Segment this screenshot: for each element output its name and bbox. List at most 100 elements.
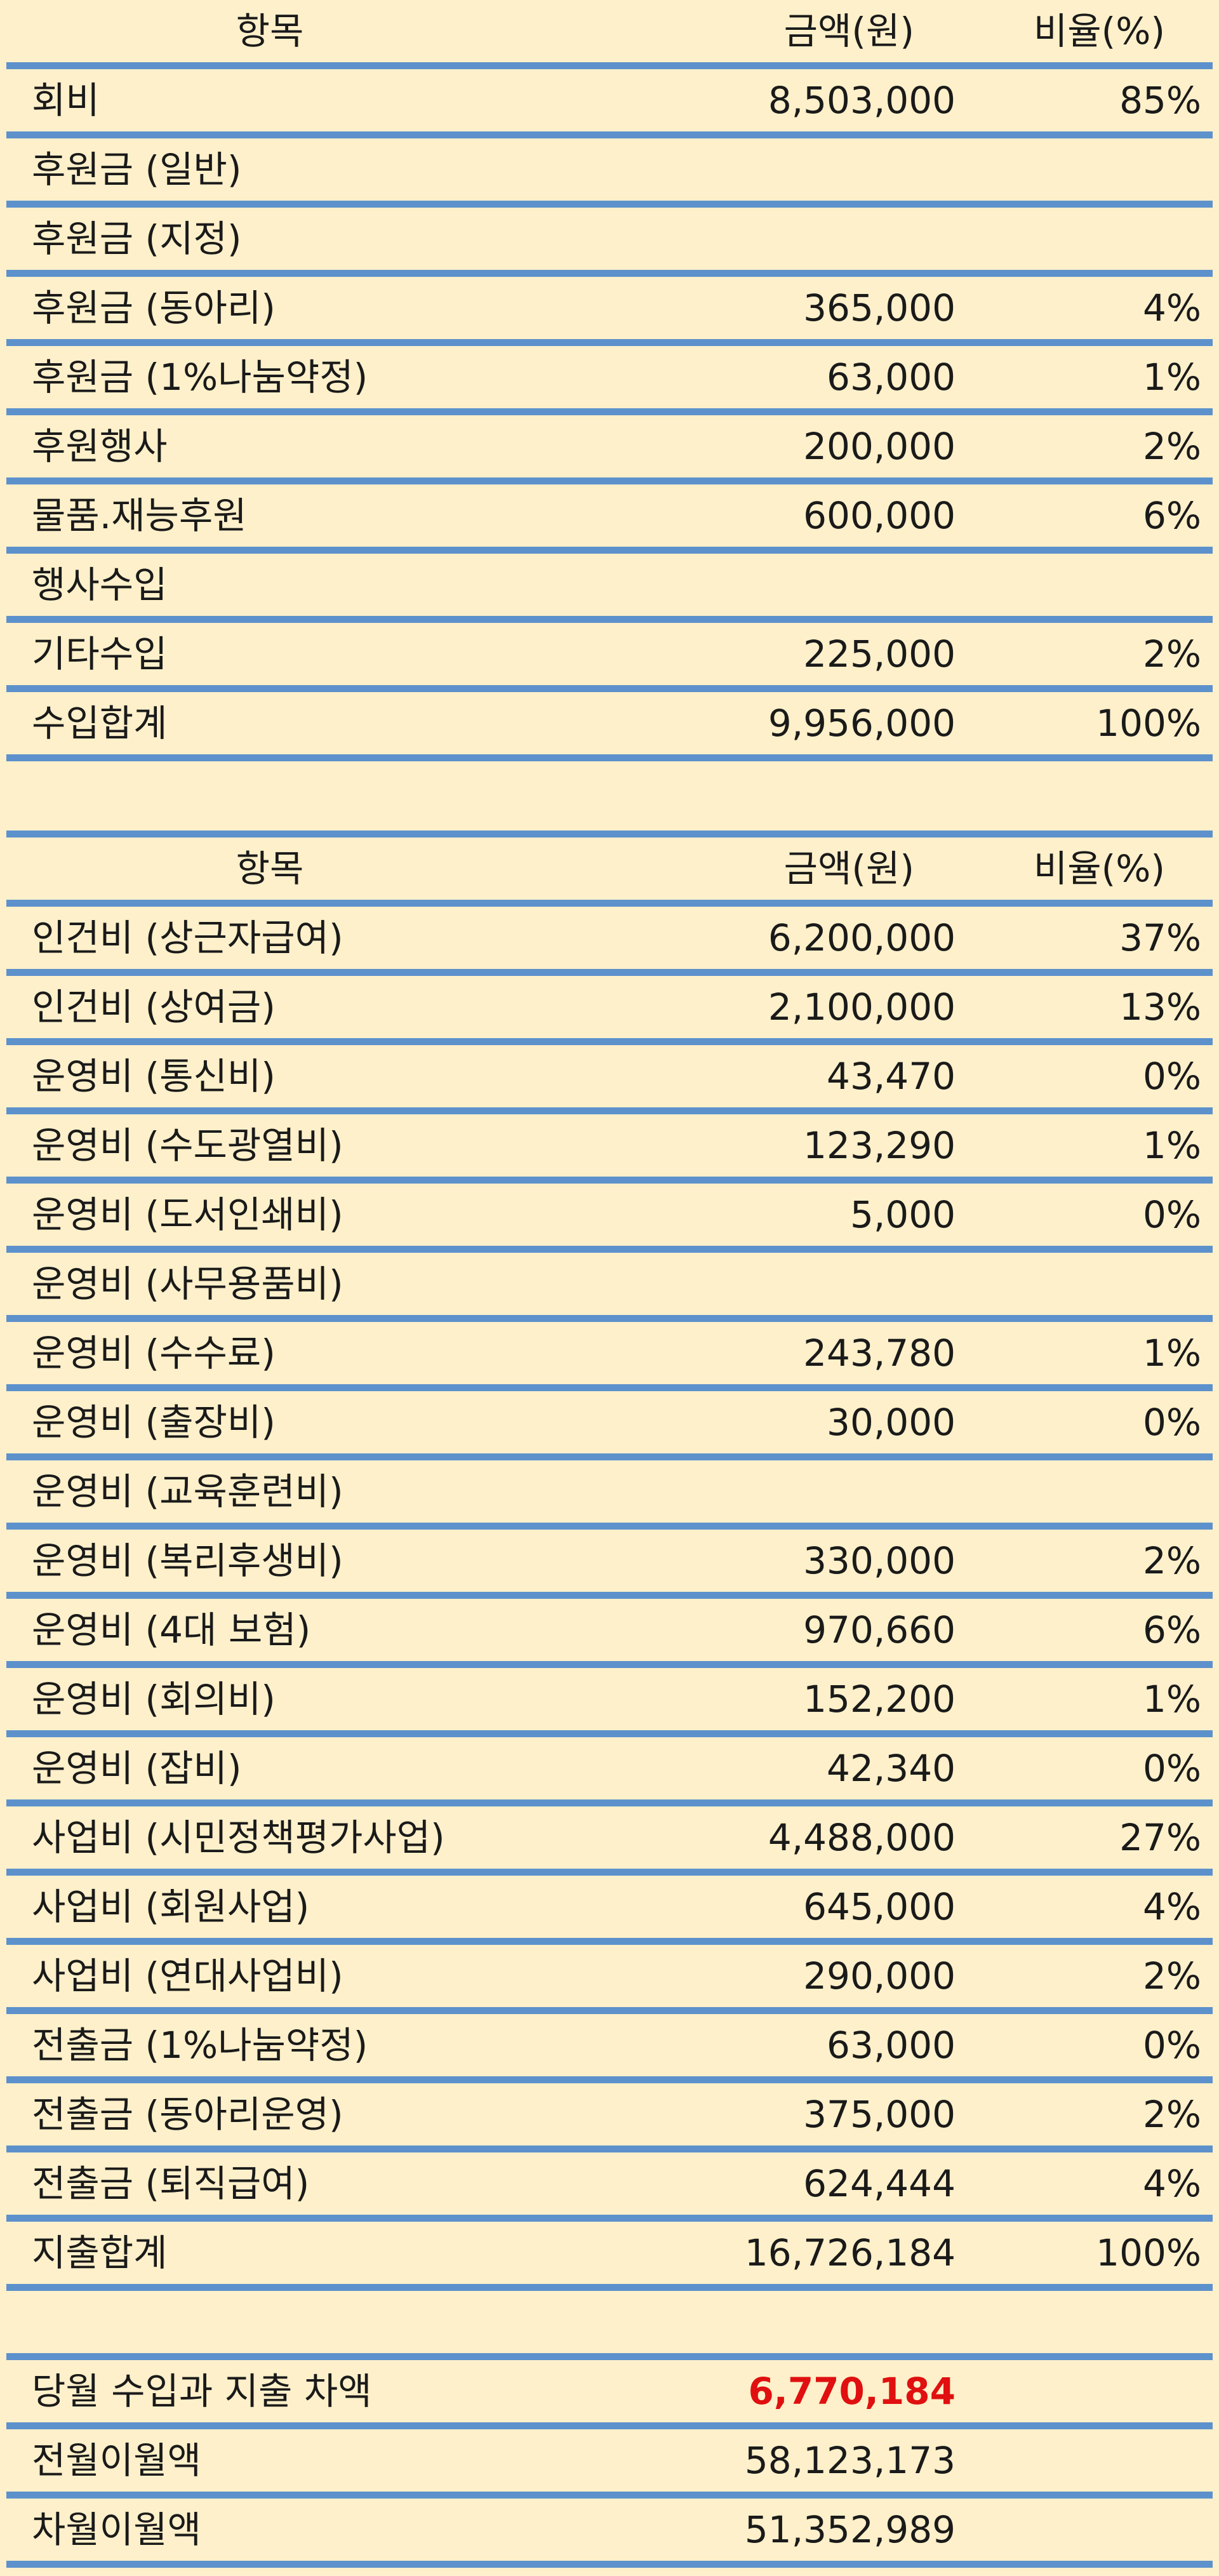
table-row: 운영비 (수수료) 243,780 1%: [6, 1322, 1213, 1391]
row-item: 전월이월액: [32, 2439, 201, 2482]
row-ratio: 2%: [1142, 425, 1201, 468]
row-ratio: 100%: [1096, 702, 1201, 745]
row-amount: 970,660: [803, 1608, 956, 1652]
header-amount: 금액(원): [783, 10, 914, 53]
row-ratio: 0%: [1142, 1193, 1201, 1236]
row-amount: 16,726,184: [744, 2231, 956, 2274]
row-amount: 30,000: [827, 1401, 956, 1444]
row-item: 운영비 (수도광열비): [32, 1124, 343, 1167]
table-row: 전출금 (1%나눔약정) 63,000 0%: [6, 2014, 1213, 2083]
row-amount: 243,780: [803, 1331, 956, 1375]
income-header-row: 항목 금액(원) 비율(%): [6, 0, 1213, 69]
row-amount: 123,290: [803, 1124, 956, 1167]
row-item: 후원금 (지정): [32, 217, 242, 260]
table-row: 행사수입: [6, 554, 1213, 623]
row-item: 운영비 (복리후생비): [32, 1539, 343, 1582]
row-item: 후원금 (일반): [32, 148, 242, 191]
table-row: 운영비 (교육훈련비): [6, 1460, 1213, 1530]
difference-amount: 6,770,184: [748, 2370, 956, 2413]
row-amount: 8,503,000: [768, 79, 956, 122]
table-row: 운영비 (사무용품비): [6, 1253, 1213, 1322]
summary-row-difference: 당월 수입과 지출 차액 6,770,184: [6, 2360, 1213, 2429]
row-item: 전출금 (동아리운영): [32, 2093, 343, 2136]
row-amount: 200,000: [803, 425, 956, 468]
table-row: 물품.재능후원 600,000 6%: [6, 484, 1213, 554]
row-amount: 5,000: [849, 1193, 956, 1236]
row-item: 운영비 (교육훈련비): [32, 1470, 343, 1513]
row-item: 운영비 (잡비): [32, 1747, 242, 1790]
section-divider: [6, 831, 1213, 838]
table-row: 인건비 (상여금) 2,100,000 13%: [6, 976, 1213, 1045]
row-item: 수입합계: [32, 702, 168, 745]
row-ratio: 37%: [1119, 916, 1201, 959]
row-item: 당월 수입과 지출 차액: [32, 2370, 372, 2413]
row-amount: 330,000: [803, 1539, 956, 1582]
row-amount: 152,200: [803, 1678, 956, 1721]
table-row: 운영비 (도서인쇄비) 5,000 0%: [6, 1184, 1213, 1253]
expense-header-row: 항목 금액(원) 비율(%): [6, 838, 1213, 907]
table-row: 운영비 (복리후생비) 330,000 2%: [6, 1530, 1213, 1599]
row-item: 운영비 (수수료): [32, 1331, 276, 1375]
row-ratio: 1%: [1142, 1678, 1201, 1721]
table-row: 운영비 (잡비) 42,340 0%: [6, 1737, 1213, 1806]
table-row: 후원금 (일반): [6, 138, 1213, 208]
row-item: 지출합계: [32, 2231, 168, 2274]
row-amount: 43,470: [827, 1055, 956, 1098]
row-item: 행사수입: [32, 563, 168, 606]
row-item: 물품.재능후원: [32, 494, 247, 537]
row-ratio: 2%: [1142, 1539, 1201, 1582]
row-amount: 2,100,000: [768, 985, 956, 1029]
expense-total-row: 지출합계 16,726,184 100%: [6, 2222, 1213, 2291]
row-amount: 6,200,000: [768, 916, 956, 959]
row-amount: 63,000: [827, 356, 956, 399]
row-item: 인건비 (상근자급여): [32, 916, 343, 959]
row-amount: 51,352,989: [744, 2508, 956, 2551]
table-row: 후원금 (동아리) 365,000 4%: [6, 277, 1213, 346]
row-amount: 624,444: [803, 2162, 956, 2205]
row-ratio: 4%: [1142, 286, 1201, 330]
row-ratio: 6%: [1142, 494, 1201, 537]
row-amount: 600,000: [803, 494, 956, 537]
table-row: 운영비 (통신비) 43,470 0%: [6, 1045, 1213, 1114]
row-ratio: 1%: [1142, 356, 1201, 399]
row-ratio: 6%: [1142, 1608, 1201, 1652]
row-ratio: 13%: [1119, 985, 1201, 1029]
header-item: 항목: [236, 847, 304, 890]
expense-table: 항목 금액(원) 비율(%) 인건비 (상근자급여) 6,200,000 37%…: [6, 838, 1213, 2291]
row-amount: 225,000: [803, 632, 956, 676]
row-ratio: 2%: [1142, 632, 1201, 676]
table-row: 인건비 (상근자급여) 6,200,000 37%: [6, 907, 1213, 976]
row-ratio: 0%: [1142, 1747, 1201, 1790]
row-item: 인건비 (상여금): [32, 985, 276, 1029]
row-ratio: 27%: [1119, 1816, 1201, 1859]
row-item: 운영비 (도서인쇄비): [32, 1193, 343, 1236]
row-amount: 290,000: [803, 1954, 956, 1998]
table-row: 사업비 (회원사업) 645,000 4%: [6, 1876, 1213, 1945]
summary-row-previous: 전월이월액 58,123,173: [6, 2429, 1213, 2499]
row-amount: 645,000: [803, 1885, 956, 1928]
row-item: 운영비 (출장비): [32, 1401, 276, 1444]
row-ratio: 2%: [1142, 1954, 1201, 1998]
income-total-row: 수입합계 9,956,000 100%: [6, 692, 1213, 761]
table-row: 후원행사 200,000 2%: [6, 415, 1213, 484]
row-ratio: 85%: [1119, 79, 1201, 122]
summary-table: 당월 수입과 지출 차액 6,770,184 전월이월액 58,123,173 …: [6, 2360, 1213, 2568]
row-ratio: 4%: [1142, 2162, 1201, 2205]
row-ratio: 0%: [1142, 2024, 1201, 2067]
row-amount: 4,488,000: [768, 1816, 956, 1859]
row-item: 운영비 (사무용품비): [32, 1262, 343, 1305]
row-item: 사업비 (시민정책평가사업): [32, 1816, 445, 1859]
row-ratio: 2%: [1142, 2093, 1201, 2136]
header-ratio: 비율(%): [1033, 10, 1165, 53]
row-amount: 58,123,173: [744, 2439, 956, 2482]
table-row: 운영비 (4대 보험) 970,660 6%: [6, 1599, 1213, 1668]
table-row: 전출금 (동아리운영) 375,000 2%: [6, 2083, 1213, 2152]
row-item: 운영비 (4대 보험): [32, 1608, 311, 1652]
row-item: 후원금 (1%나눔약정): [32, 356, 368, 399]
table-row: 전출금 (퇴직급여) 624,444 4%: [6, 2152, 1213, 2222]
row-item: 운영비 (회의비): [32, 1678, 276, 1721]
row-item: 차월이월액: [32, 2508, 201, 2551]
header-ratio: 비율(%): [1033, 847, 1165, 890]
row-ratio: 1%: [1142, 1124, 1201, 1167]
